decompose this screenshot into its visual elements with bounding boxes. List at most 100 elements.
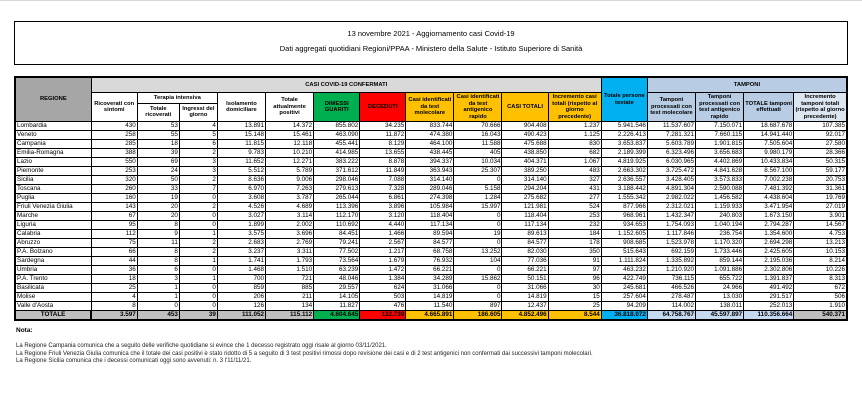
data-cell: 1.125 [547, 130, 602, 140]
totals-cell: 132.739 [359, 310, 407, 321]
data-cell: 184 [547, 229, 602, 239]
data-cell: 5 [178, 130, 218, 140]
data-cell: 68.758 [405, 247, 455, 257]
data-cell: 3.787 [265, 193, 315, 203]
data-cell: 624 [359, 283, 407, 293]
data-cell: 4.440 [359, 220, 407, 230]
table-row: Abruzzo 75 11 2 2.683 2.769 79.241 2.567 84.577 0… [14, 238, 848, 248]
data-cell: 4.753 [793, 229, 848, 239]
header-deceduti: DECEDUTI [359, 92, 407, 122]
data-cell: 404.371 [501, 157, 549, 167]
data-cell: 10.034 [453, 157, 503, 167]
header-regione: REGIONE [14, 76, 92, 122]
data-cell: 1.733.446 [694, 247, 745, 257]
data-cell: 13.252 [453, 247, 503, 257]
data-cell: 4.891.304 [646, 184, 697, 194]
header-casi-totali: CASI TOTALI [501, 92, 549, 122]
region-name: Veneto [14, 130, 92, 140]
header-incremento-tamponi: Incremento tamponi totali (rispetto al g… [793, 92, 848, 122]
table-row: Liguria 95 8 0 1.899 2.002 110.692 4.440 117.134… [14, 220, 848, 230]
table-body: Lombardia 430 53 4 13.891 14.372 855.802 34.235… [14, 121, 848, 311]
data-cell: 405 [453, 148, 503, 158]
data-cell: 79.241 [313, 238, 361, 248]
data-cell: 8 [136, 220, 180, 230]
data-cell: 11.540 [405, 301, 455, 311]
data-cell: 11.827 [313, 301, 361, 311]
data-cell: 1.117.846 [646, 229, 697, 239]
data-cell: 320 [90, 175, 138, 185]
table-row: Calabria 112 9 1 3.575 3.696 84.451 1.466 89.594… [14, 229, 848, 239]
data-cell: 13.213 [793, 238, 848, 248]
data-cell: 476 [359, 301, 407, 311]
data-cell: 0 [178, 220, 218, 230]
data-cell: 389.250 [501, 166, 549, 176]
data-cell: 1.391.837 [743, 274, 795, 284]
data-cell: 275.682 [501, 193, 549, 203]
data-cell: 232 [547, 220, 602, 230]
data-cell: 11.537.607 [646, 121, 697, 131]
data-cell: 503 [359, 292, 407, 302]
data-cell: 0 [453, 283, 503, 293]
data-cell: 0 [453, 211, 503, 221]
data-cell: 36 [90, 265, 138, 275]
data-cell: 2.794.287 [743, 220, 795, 230]
data-cell: 466.526 [646, 283, 697, 293]
header-persone-testate: Totale persone testate [600, 76, 648, 122]
data-cell: 105.984 [405, 202, 455, 212]
table-row: Lombardia 430 53 4 13.891 14.372 855.802 34.235… [14, 121, 848, 131]
table-row: Friuli Venezia Giulia 143 20 2 4.526 4.689 113… [14, 202, 848, 212]
region-name: P.A. Bolzano [14, 247, 92, 257]
notes-heading: Nota: [16, 327, 33, 334]
data-cell: 4.402.869 [694, 157, 745, 167]
data-cell: 3.896 [359, 202, 407, 212]
data-cell: 4.526 [216, 202, 267, 212]
data-cell: 1.793 [265, 256, 315, 266]
data-cell: 1.456.582 [694, 193, 745, 203]
data-cell: 1.284 [453, 193, 503, 203]
data-cell: 2.663.302 [600, 166, 648, 176]
data-cell: 1.910 [793, 301, 848, 311]
data-cell: 682 [547, 148, 602, 158]
data-cell: 2.312.021 [646, 202, 697, 212]
data-cell: 1 [178, 274, 218, 284]
data-cell: 14.105 [313, 292, 361, 302]
data-cell: 1.523.978 [646, 238, 697, 248]
header-tamponi-molecolare: Tamponi processati con test molecolare [646, 92, 697, 122]
data-cell: 278.487 [646, 292, 697, 302]
data-cell: 97 [547, 265, 602, 275]
table-row: Emilia-Romagna 388 39 2 9.783 10.210 414.985 13… [14, 148, 848, 158]
data-cell: 9.006 [265, 175, 315, 185]
data-cell: 350 [547, 247, 602, 257]
data-cell: 0 [178, 283, 218, 293]
data-cell: 3.027 [216, 211, 267, 221]
data-cell: 6 [136, 265, 180, 275]
data-cell: 2.982.022 [646, 193, 697, 203]
data-cell: 314.140 [501, 175, 549, 185]
table-row: Sardegna 44 8 1 1.741 1.793 73.564 1.679 76.932 1… [14, 256, 848, 266]
data-cell: 274.398 [405, 193, 455, 203]
data-cell: 19 [453, 229, 503, 239]
data-cell: 15.862 [453, 274, 503, 284]
table-row: P.A. Trento 18 3 1 700 721 48.046 1.384 34.289 15… [14, 274, 848, 284]
data-cell: 327 [547, 175, 602, 185]
data-cell: 2.189.399 [600, 148, 648, 158]
totals-cell: 111.052 [216, 310, 267, 321]
data-cell: 855.802 [313, 121, 361, 131]
data-cell: 12.118 [265, 139, 315, 149]
data-cell: 464.100 [405, 139, 455, 149]
data-cell: 0 [453, 292, 503, 302]
data-cell: 8.567.100 [743, 166, 795, 176]
data-cell: 236.754 [694, 229, 745, 239]
data-cell: 8 [90, 301, 138, 311]
data-cell: 13.891 [216, 121, 267, 131]
data-cell: 69 [136, 157, 180, 167]
region-name: Marche [14, 211, 92, 221]
data-cell: 2 [178, 148, 218, 158]
data-cell: 25 [547, 301, 602, 311]
region-name: Sicilia [14, 175, 92, 185]
data-cell: 3.428.405 [646, 175, 697, 185]
data-cell: 91 [547, 256, 602, 266]
header-dimessi-guariti: DIMESSI GUARITI [313, 92, 361, 122]
region-name: Liguria [14, 220, 92, 230]
